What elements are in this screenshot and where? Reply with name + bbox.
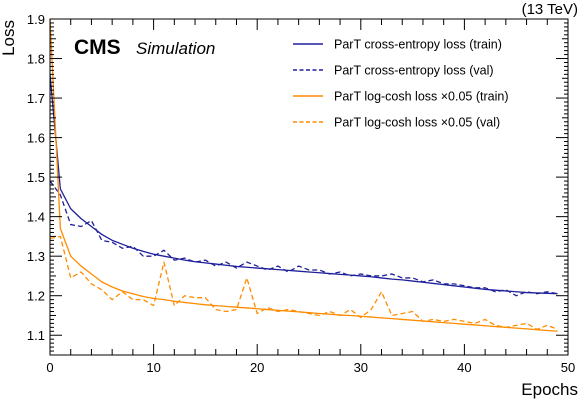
y-tick-label: 1.9: [27, 12, 45, 27]
y-tick-label: 1.6: [27, 131, 45, 146]
x-tick-label: 50: [561, 360, 575, 375]
x-tick-label: 30: [354, 360, 368, 375]
series-line-0: [50, 74, 558, 295]
y-tick-label: 1.4: [27, 210, 45, 225]
y-tick-label: 1.2: [27, 289, 45, 304]
energy-label: (13 TeV): [522, 1, 578, 18]
x-axis-title: Epochs: [521, 380, 578, 399]
cms-label: CMS: [74, 36, 121, 59]
y-axis: 1.1 1.2 1.3 1.4 1.5 1.6 1.7 1.8 1.9: [27, 12, 568, 356]
series-line-1: [50, 180, 558, 297]
legend-label-0: ParT cross-entropy loss (train): [334, 38, 502, 52]
x-tick-label: 10: [146, 360, 160, 375]
y-tick-label: 1.5: [27, 170, 45, 185]
legend-label-2: ParT log-cosh loss ×0.05 (train): [334, 90, 509, 104]
series-line-3: [50, 235, 558, 330]
series-layer: [50, 19, 558, 332]
x-tick-label: 0: [46, 360, 53, 375]
x-axis: 0 10 20 30 40 50: [46, 19, 575, 375]
legend: ParT cross-entropy loss (train) ParT cros…: [293, 38, 509, 130]
y-axis-title: Loss: [0, 20, 18, 56]
y-tick-label: 1.1: [27, 328, 45, 343]
y-tick-label: 1.7: [27, 91, 45, 106]
legend-label-1: ParT cross-entropy loss (val): [334, 64, 494, 78]
legend-label-3: ParT log-cosh loss ×0.05 (val): [334, 116, 500, 130]
x-tick-label: 40: [457, 360, 471, 375]
simulation-label: Simulation: [136, 39, 215, 58]
plot-frame: [49, 18, 569, 356]
y-tick-label: 1.8: [27, 52, 45, 67]
x-tick-label: 20: [250, 360, 264, 375]
y-tick-label: 1.3: [27, 249, 45, 264]
